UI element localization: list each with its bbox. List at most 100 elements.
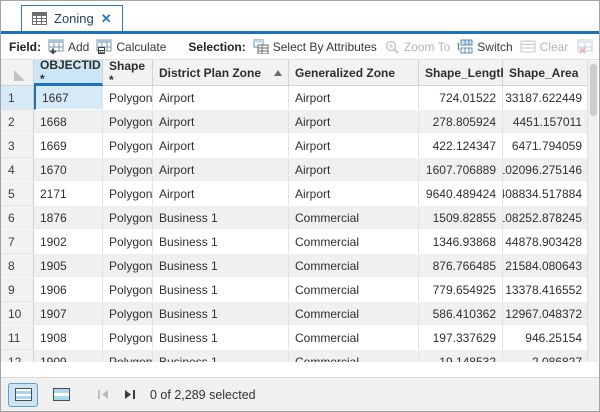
cell-district-plan-zone[interactable]: Airport — [153, 182, 289, 206]
switch-selection-button[interactable]: Switch — [457, 39, 513, 54]
show-all-records-button[interactable] — [8, 382, 38, 407]
tab-zoning[interactable]: Zoning ✕ — [21, 5, 123, 31]
select-all-corner[interactable] — [1, 60, 34, 86]
cell-shape[interactable]: Polygon — [103, 326, 153, 350]
cell-generalized-zone[interactable]: Airport — [289, 182, 419, 206]
row-number-cell[interactable]: 7 — [1, 230, 34, 254]
cell-district-plan-zone[interactable]: Business 1 — [153, 278, 289, 302]
cell-generalized-zone[interactable]: Commercial — [289, 278, 419, 302]
add-field-button[interactable]: Add — [48, 39, 89, 55]
cell-shape-length[interactable]: 876.766485 — [419, 254, 503, 278]
cell-shape-length[interactable]: 422.124347 — [419, 134, 503, 158]
clear-selection-button[interactable]: Clear — [520, 39, 568, 54]
cell-shape-area[interactable]: 21584.080643 — [503, 254, 589, 278]
cell-shape[interactable]: Polygon — [103, 134, 153, 158]
table-row[interactable]: 7 1902 Polygon Business 1 Commercial 1346.938… — [1, 230, 589, 254]
column-header-generalized-zone[interactable]: Generalized Zone — [289, 60, 419, 86]
cell-generalized-zone[interactable]: Airport — [289, 134, 419, 158]
cell-generalized-zone[interactable]: Airport — [289, 110, 419, 134]
cell-shape-length[interactable]: 1607.706889 — [419, 158, 503, 182]
cell-generalized-zone[interactable]: Commercial — [289, 206, 419, 230]
cell-shape-length[interactable]: 724.01522 — [419, 86, 503, 110]
column-header-shape[interactable]: Shape * — [103, 59, 153, 87]
cell-shape-area[interactable]: 102096.275146 — [503, 158, 589, 182]
cell-generalized-zone[interactable]: Commercial — [289, 302, 419, 326]
cell-objectid[interactable]: 1902 — [34, 230, 103, 254]
zoom-to-button[interactable]: Zoom To — [384, 39, 450, 54]
cell-generalized-zone[interactable]: Commercial — [289, 350, 419, 362]
cell-shape-area[interactable]: 33187.622449 — [503, 86, 589, 110]
table-row[interactable]: 4 1670 Polygon Airport Airport 1607.706889 102… — [1, 158, 589, 182]
row-number-cell[interactable]: 2 — [1, 110, 34, 134]
cell-objectid[interactable]: 1905 — [34, 254, 103, 278]
cell-generalized-zone[interactable]: Airport — [289, 86, 419, 110]
cell-objectid[interactable]: 1668 — [34, 110, 103, 134]
cell-shape[interactable]: Polygon — [103, 302, 153, 326]
cell-district-plan-zone[interactable]: Business 1 — [153, 326, 289, 350]
show-selected-records-button[interactable] — [46, 383, 76, 407]
cell-shape-area[interactable]: 13378.416552 — [503, 278, 589, 302]
row-number-cell[interactable]: 5 — [1, 182, 34, 206]
table-row[interactable]: 2 1668 Polygon Airport Airport 278.805924 4451… — [1, 110, 589, 134]
table-row[interactable]: 3 1669 Polygon Airport Airport 422.124347 6471… — [1, 134, 589, 158]
cell-objectid[interactable]: 1906 — [34, 278, 103, 302]
cell-shape[interactable]: Polygon — [103, 110, 153, 134]
close-icon[interactable]: ✕ — [100, 11, 112, 26]
cell-shape-length[interactable]: 278.805924 — [419, 110, 503, 134]
row-number-cell[interactable]: 9 — [1, 278, 34, 302]
cell-shape-length[interactable]: 1346.93868 — [419, 230, 503, 254]
column-header-shape-length[interactable]: Shape_Length — [419, 60, 508, 86]
row-number-cell[interactable]: 3 — [1, 134, 34, 158]
row-number-cell[interactable]: 12 — [1, 350, 34, 362]
cell-district-plan-zone[interactable]: Airport — [153, 110, 289, 134]
cell-district-plan-zone[interactable]: Airport — [153, 86, 289, 110]
cell-shape-area[interactable]: 4451.157011 — [503, 110, 589, 134]
cell-shape-length[interactable]: 779.654925 — [419, 278, 503, 302]
column-header-shape-area[interactable]: Shape_Area — [503, 60, 591, 86]
delete-selected-button[interactable] — [577, 39, 593, 54]
cell-shape[interactable]: Polygon — [103, 230, 153, 254]
table-row[interactable]: 8 1905 Polygon Business 1 Commercial 876.7664… — [1, 254, 589, 278]
table-row[interactable]: 6 1876 Polygon Business 1 Commercial 1509.828… — [1, 206, 589, 230]
cell-objectid[interactable]: 1907 — [34, 302, 103, 326]
cell-district-plan-zone[interactable]: Business 1 — [153, 206, 289, 230]
cell-shape[interactable]: Polygon — [103, 182, 153, 206]
cell-shape-length[interactable]: 19.148532 — [419, 350, 503, 362]
row-number-cell[interactable]: 1 — [1, 86, 34, 110]
row-number-cell[interactable]: 10 — [1, 302, 34, 326]
cell-shape-area[interactable]: 2.086827 — [503, 350, 589, 362]
cell-objectid[interactable]: 1670 — [34, 158, 103, 182]
cell-district-plan-zone[interactable]: Business 1 — [153, 302, 289, 326]
cell-shape[interactable]: Polygon — [103, 86, 153, 110]
cell-objectid[interactable]: 1909 — [34, 350, 103, 362]
vertical-scrollbar-thumb[interactable] — [590, 64, 597, 116]
column-header-objectid[interactable]: OBJECTID * — [34, 58, 103, 86]
row-number-cell[interactable]: 11 — [1, 326, 34, 350]
cell-shape-area[interactable]: 44878.903428 — [503, 230, 589, 254]
cell-district-plan-zone[interactable]: Airport — [153, 158, 289, 182]
row-number-cell[interactable]: 6 — [1, 206, 34, 230]
cell-shape-area[interactable]: 946.25154 — [503, 326, 589, 350]
cell-objectid[interactable]: 1669 — [34, 134, 103, 158]
row-number-cell[interactable]: 4 — [1, 158, 34, 182]
cell-district-plan-zone[interactable]: Airport — [153, 134, 289, 158]
go-to-first-record-button[interactable] — [94, 385, 112, 405]
cell-objectid[interactable]: 1908 — [34, 326, 103, 350]
cell-shape-length[interactable]: 1509.82855 — [419, 206, 503, 230]
table-row[interactable]: 12 1909 Polygon Business 1 Commercial 19.1485… — [1, 350, 589, 362]
select-by-attributes-button[interactable]: Select By Attributes — [253, 39, 377, 55]
go-to-last-record-button[interactable] — [120, 385, 138, 405]
cell-shape[interactable]: Polygon — [103, 206, 153, 230]
calculate-field-button[interactable]: Calculate — [96, 39, 166, 54]
table-row[interactable]: 52171PolygonAirportAirport9640.489424240… — [1, 182, 589, 206]
cell-generalized-zone[interactable]: Commercial — [289, 230, 419, 254]
column-header-district-plan-zone[interactable]: District Plan Zone — [153, 60, 289, 86]
cell-generalized-zone[interactable]: Commercial — [289, 254, 419, 278]
cell-shape[interactable]: Polygon — [103, 278, 153, 302]
cell-district-plan-zone[interactable]: Business 1 — [153, 350, 289, 362]
cell-shape[interactable]: Polygon — [103, 350, 153, 362]
cell-shape-length[interactable]: 586.410362 — [419, 302, 503, 326]
cell-shape-area[interactable]: 12967.048372 — [503, 302, 589, 326]
vertical-scrollbar[interactable] — [587, 61, 598, 362]
